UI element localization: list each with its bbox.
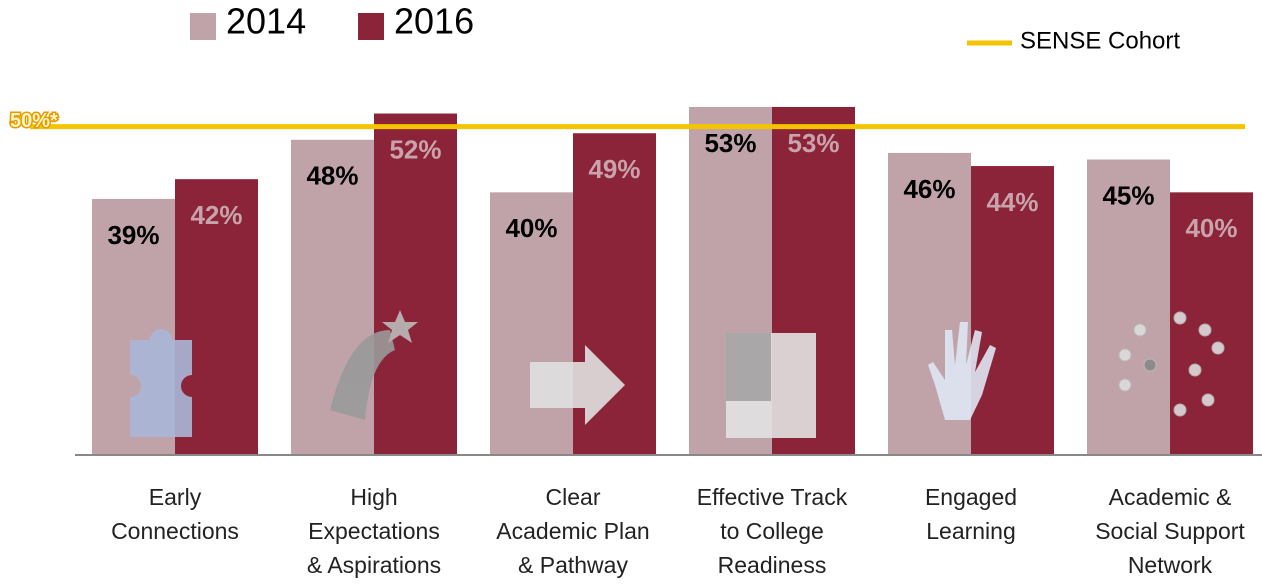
- x-tick-label: High Expectations & Aspirations: [306, 484, 442, 578]
- network-icon: [1118, 311, 1225, 417]
- value-label: 48%: [306, 161, 358, 191]
- value-label: 46%: [903, 174, 955, 204]
- value-label: 44%: [986, 187, 1038, 217]
- x-tick-label: Effective Track to College Readiness: [696, 484, 848, 578]
- legend-swatch: [358, 13, 384, 40]
- bar: [971, 166, 1054, 456]
- x-tick-label: Engaged Learning: [924, 484, 1018, 544]
- legend-label: SENSE Cohort: [1020, 27, 1180, 54]
- legend-swatch: [190, 13, 216, 40]
- value-label: 53%: [704, 128, 756, 158]
- hand-icon: [928, 322, 996, 420]
- bar: [374, 113, 457, 456]
- value-label: 49%: [588, 154, 640, 184]
- x-tick-label: Clear Academic Plan & Pathway: [496, 484, 650, 578]
- legend-label: 2014: [226, 1, 306, 42]
- value-label: 42%: [190, 200, 242, 230]
- star-icon: [382, 310, 418, 343]
- bar: [1087, 159, 1170, 455]
- value-label: 53%: [787, 128, 839, 158]
- puzzle-icon: [130, 329, 192, 437]
- value-label: 40%: [1185, 213, 1237, 243]
- x-tick-label: Early Connections: [111, 484, 239, 544]
- icons: [130, 310, 1225, 438]
- legend-label: 2016: [394, 1, 474, 42]
- arrow-icon: [530, 345, 625, 425]
- value-label: 45%: [1102, 180, 1154, 210]
- value-label: 39%: [107, 220, 159, 250]
- comet-icon: [330, 330, 395, 420]
- bar: [490, 192, 573, 456]
- value-label: 40%: [505, 213, 557, 243]
- value-label: 52%: [389, 134, 441, 164]
- reference-label: 50%*: [10, 110, 58, 132]
- x-tick-label: Academic & Social Support Network: [1095, 484, 1245, 578]
- square-icon: [726, 333, 771, 401]
